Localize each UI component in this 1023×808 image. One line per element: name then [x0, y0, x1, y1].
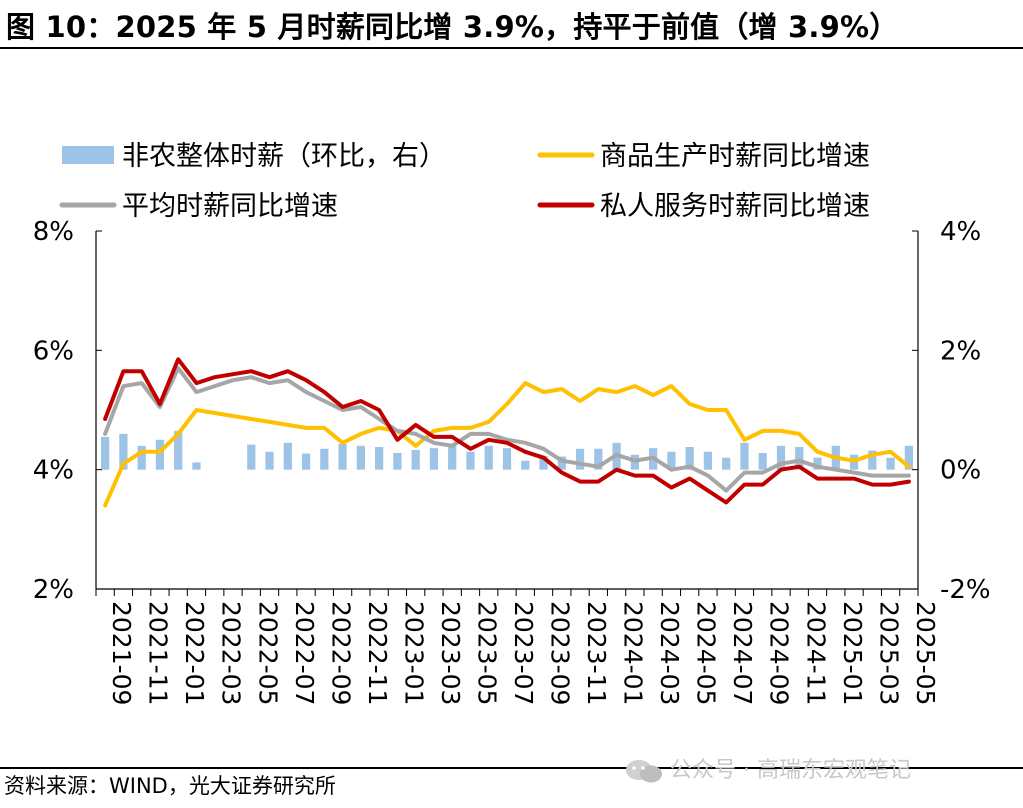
bar-mom [338, 444, 347, 470]
bar-mom [356, 445, 365, 470]
x-tick-label: 2024-09 [765, 601, 794, 705]
x-tick-label: 2022-01 [180, 601, 209, 705]
bar-series-mom [101, 430, 913, 470]
legend-swatch [62, 146, 114, 164]
right-tick-label: 4% [940, 217, 981, 247]
bar-mom [539, 455, 548, 470]
legend-item-goods: 商品生产时薪同比增速 [537, 141, 870, 172]
bar-mom [740, 442, 749, 470]
bar-mom [429, 448, 439, 470]
x-tick-label: 2023-09 [546, 601, 575, 705]
legend-label: 非农整体时薪（环比，右） [122, 141, 446, 172]
watermark-text: 公众号 · 高瑞东宏观笔记 [670, 758, 911, 783]
bar-mom [411, 449, 420, 470]
bar-mom [776, 445, 786, 470]
x-tick-label: 2023-03 [436, 601, 465, 705]
bar-mom [320, 448, 329, 470]
bar-mom [283, 442, 292, 470]
x-tick-label: 2024-11 [801, 601, 830, 705]
right-tick-label: 0% [940, 456, 981, 486]
x-tick-label: 2022-03 [217, 601, 246, 705]
x-tick-label: 2022-05 [253, 601, 282, 705]
bar-mom [813, 457, 822, 470]
bar-mom [192, 462, 201, 470]
legend-label: 商品生产时薪同比增速 [600, 141, 870, 172]
bar-mom [758, 452, 767, 470]
bar-mom [703, 451, 713, 470]
line-average [103, 366, 911, 493]
source-rule [0, 767, 1023, 769]
bar-mom [795, 446, 804, 470]
x-tick-label: 2023-11 [582, 601, 611, 705]
bar-mom [575, 448, 585, 470]
bar-mom [886, 457, 895, 470]
watermark: 公众号 · 高瑞东宏观笔记 [624, 752, 911, 784]
left-tick-label: 8% [33, 217, 74, 247]
bar-mom [667, 451, 676, 470]
x-tick-label: 2024-07 [728, 601, 757, 705]
x-tick-label: 2025-01 [838, 601, 867, 705]
bar-mom [521, 460, 530, 470]
x-tick-label: 2023-07 [509, 601, 538, 705]
right-y-axis: 4% 2% 0% -2% [912, 217, 991, 605]
title-rule [0, 47, 1023, 49]
bar-mom [119, 433, 128, 470]
bar-mom [685, 446, 694, 470]
right-tick-label: -2% [940, 575, 991, 605]
legend-item-private-services: 私人服务时薪同比增速 [537, 191, 870, 222]
wechat-icon [626, 760, 662, 783]
x-axis: 2021-09 2021-11 2022-01 2022-03 2022-05 2022-… [95, 589, 940, 705]
x-tick-label: 2025-03 [874, 601, 903, 705]
bar-mom [247, 444, 256, 470]
bar-mom [265, 451, 274, 470]
x-tick-label: 2025-05 [911, 601, 940, 705]
bar-mom [301, 453, 311, 470]
bar-mom [101, 436, 110, 470]
line-private-services [103, 357, 911, 505]
x-tick-label: 2023-05 [472, 601, 501, 705]
bar-mom [904, 445, 913, 470]
left-tick-label: 6% [33, 336, 74, 366]
x-tick-label: 2022-07 [290, 601, 319, 705]
bar-mom [594, 448, 603, 470]
bar-mom [448, 445, 457, 470]
left-tick-label: 4% [33, 456, 74, 486]
legend-item-average: 平均时薪同比增速 [59, 191, 338, 222]
left-y-axis: 8% 6% 4% 2% [33, 217, 102, 605]
legend-label: 私人服务时薪同比增速 [600, 191, 870, 222]
line-series-group [103, 357, 911, 508]
left-tick-label: 2% [33, 575, 74, 605]
x-tick-label: 2024-05 [692, 601, 721, 705]
bar-mom [466, 451, 475, 470]
bar-mom [137, 445, 146, 470]
x-tick-label: 2021-09 [107, 601, 136, 705]
line-goods [103, 381, 911, 508]
bar-mom [155, 439, 165, 470]
x-tick-label: 2022-09 [326, 601, 355, 705]
bar-mom [375, 446, 384, 470]
source-note: 资料来源：WIND，光大证券研究所 [4, 774, 336, 798]
x-tick-label: 2023-01 [399, 601, 428, 705]
x-tick-label: 2024-03 [655, 601, 684, 705]
right-tick-label: 2% [940, 336, 981, 366]
bar-mom [557, 456, 566, 470]
axis-frame [95, 231, 919, 590]
chart-title: 图 10：2025 年 5 月时薪同比增 3.9%，持平于前值（增 3.9%） [6, 10, 899, 44]
bar-mom [502, 448, 512, 470]
legend-item-mom: 非农整体时薪（环比，右） [62, 141, 446, 172]
x-tick-label: 2022-11 [363, 601, 392, 705]
x-tick-label: 2024-01 [619, 601, 648, 705]
x-tick-label: 2021-11 [144, 601, 173, 705]
bar-mom [484, 445, 493, 470]
bar-mom [174, 430, 183, 470]
bar-mom [868, 450, 877, 470]
legend-label: 平均时薪同比增速 [122, 191, 338, 222]
bar-mom [393, 452, 402, 470]
bar-mom [722, 457, 731, 470]
